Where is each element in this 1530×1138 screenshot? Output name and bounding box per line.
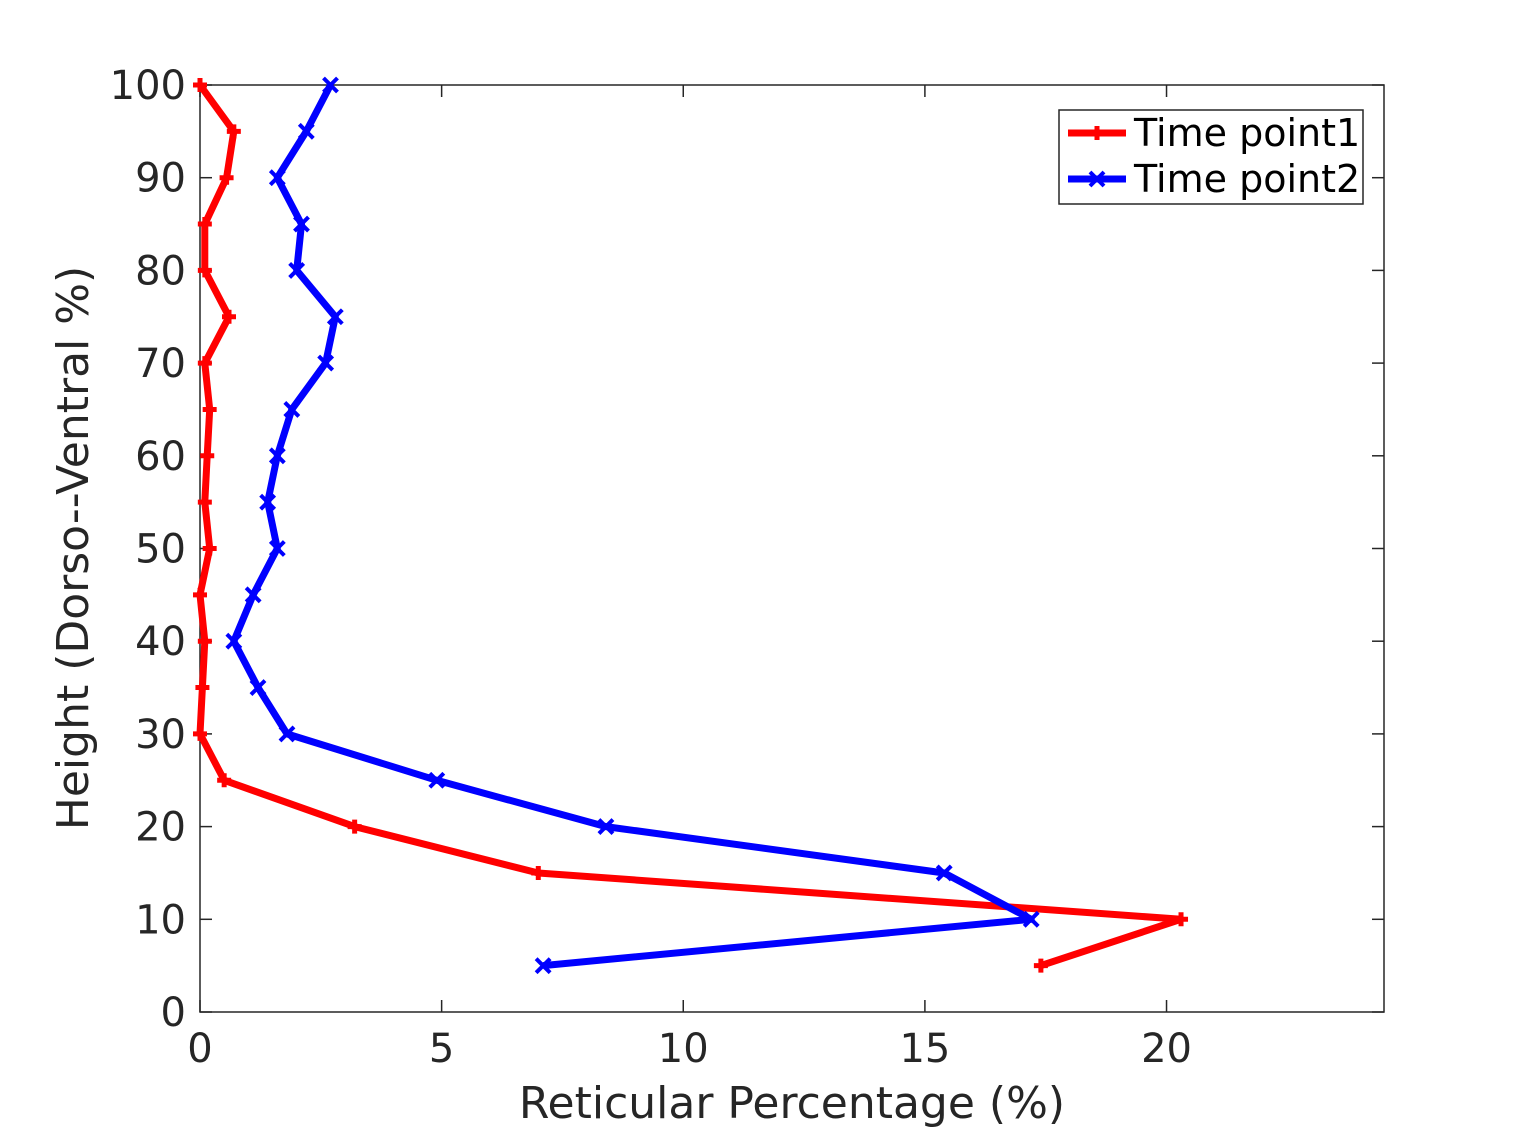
data-point [193, 587, 207, 602]
y-tick-label: 0 [161, 990, 186, 1036]
legend-label: Time point2 [1133, 157, 1360, 201]
data-point [249, 679, 267, 696]
x-tick-label: 0 [187, 1026, 212, 1072]
data-point [202, 402, 217, 417]
x-tick-label: 5 [429, 1026, 454, 1072]
x-axis-title: Reticular Percentage (%) [519, 1078, 1065, 1129]
data-point [283, 401, 301, 418]
series-line [196, 82, 1185, 969]
data-point [935, 864, 953, 882]
data-point [244, 586, 262, 604]
data-point [225, 632, 243, 650]
data-point [326, 308, 344, 326]
data-point [226, 124, 241, 139]
series-1 [193, 78, 1189, 973]
data-point [197, 495, 212, 510]
data-point [297, 122, 315, 140]
data-point [1174, 912, 1189, 927]
data-point [597, 818, 615, 836]
data-point [197, 263, 212, 278]
data-point [197, 356, 212, 371]
data-point [317, 354, 335, 372]
data-point [200, 448, 215, 463]
data-point [1033, 958, 1048, 973]
data-point [195, 680, 210, 695]
data-point [288, 261, 306, 279]
data-point [197, 217, 212, 232]
data-point [322, 76, 339, 94]
legend-label: Time point1 [1133, 111, 1360, 155]
data-point [197, 634, 212, 649]
data-point [347, 819, 362, 834]
series-2 [225, 76, 1040, 975]
y-tick-label: 60 [135, 434, 186, 480]
legend-box [1058, 109, 1364, 205]
series-layer [193, 76, 1189, 975]
y-tick-label: 80 [135, 248, 186, 294]
data-point [293, 215, 310, 233]
data-point [221, 309, 236, 324]
x-tick-label: 15 [899, 1026, 950, 1072]
legend-marker [1088, 170, 1106, 188]
data-point [193, 726, 207, 741]
y-tick-label: 10 [135, 897, 186, 943]
x-tick-label: 20 [1141, 1026, 1192, 1072]
data-point [278, 725, 296, 743]
data-point [193, 78, 207, 92]
series-line [230, 83, 1035, 970]
data-point [1022, 910, 1040, 928]
data-point [428, 771, 446, 789]
y-tick-label: 50 [135, 527, 186, 573]
y-tick-label: 30 [135, 712, 186, 758]
y-tick-label: 90 [135, 156, 186, 202]
y-tick-label: 40 [135, 619, 186, 665]
plot-area [199, 84, 1385, 1013]
y-tick-label: 70 [135, 341, 186, 387]
x-tick-label: 10 [658, 1026, 709, 1072]
data-point [531, 865, 546, 880]
axis-ticks: 0 5 10 15 20 0 10 20 30 40 50 60 70 80 90 100 [110, 63, 1384, 1072]
data-point [259, 493, 277, 511]
data-point [534, 957, 552, 975]
y-axis-title: Height (Dorso--Ventral %) [48, 266, 99, 830]
plot-box [199, 84, 1385, 1013]
legend-marker [1090, 126, 1104, 140]
data-point [268, 540, 286, 557]
data-point [217, 773, 232, 788]
data-point [268, 169, 286, 187]
y-tick-label: 20 [135, 805, 186, 851]
data-point [268, 447, 286, 465]
y-tick-label: 100 [110, 63, 186, 109]
data-point [202, 541, 217, 556]
data-point [219, 170, 234, 185]
